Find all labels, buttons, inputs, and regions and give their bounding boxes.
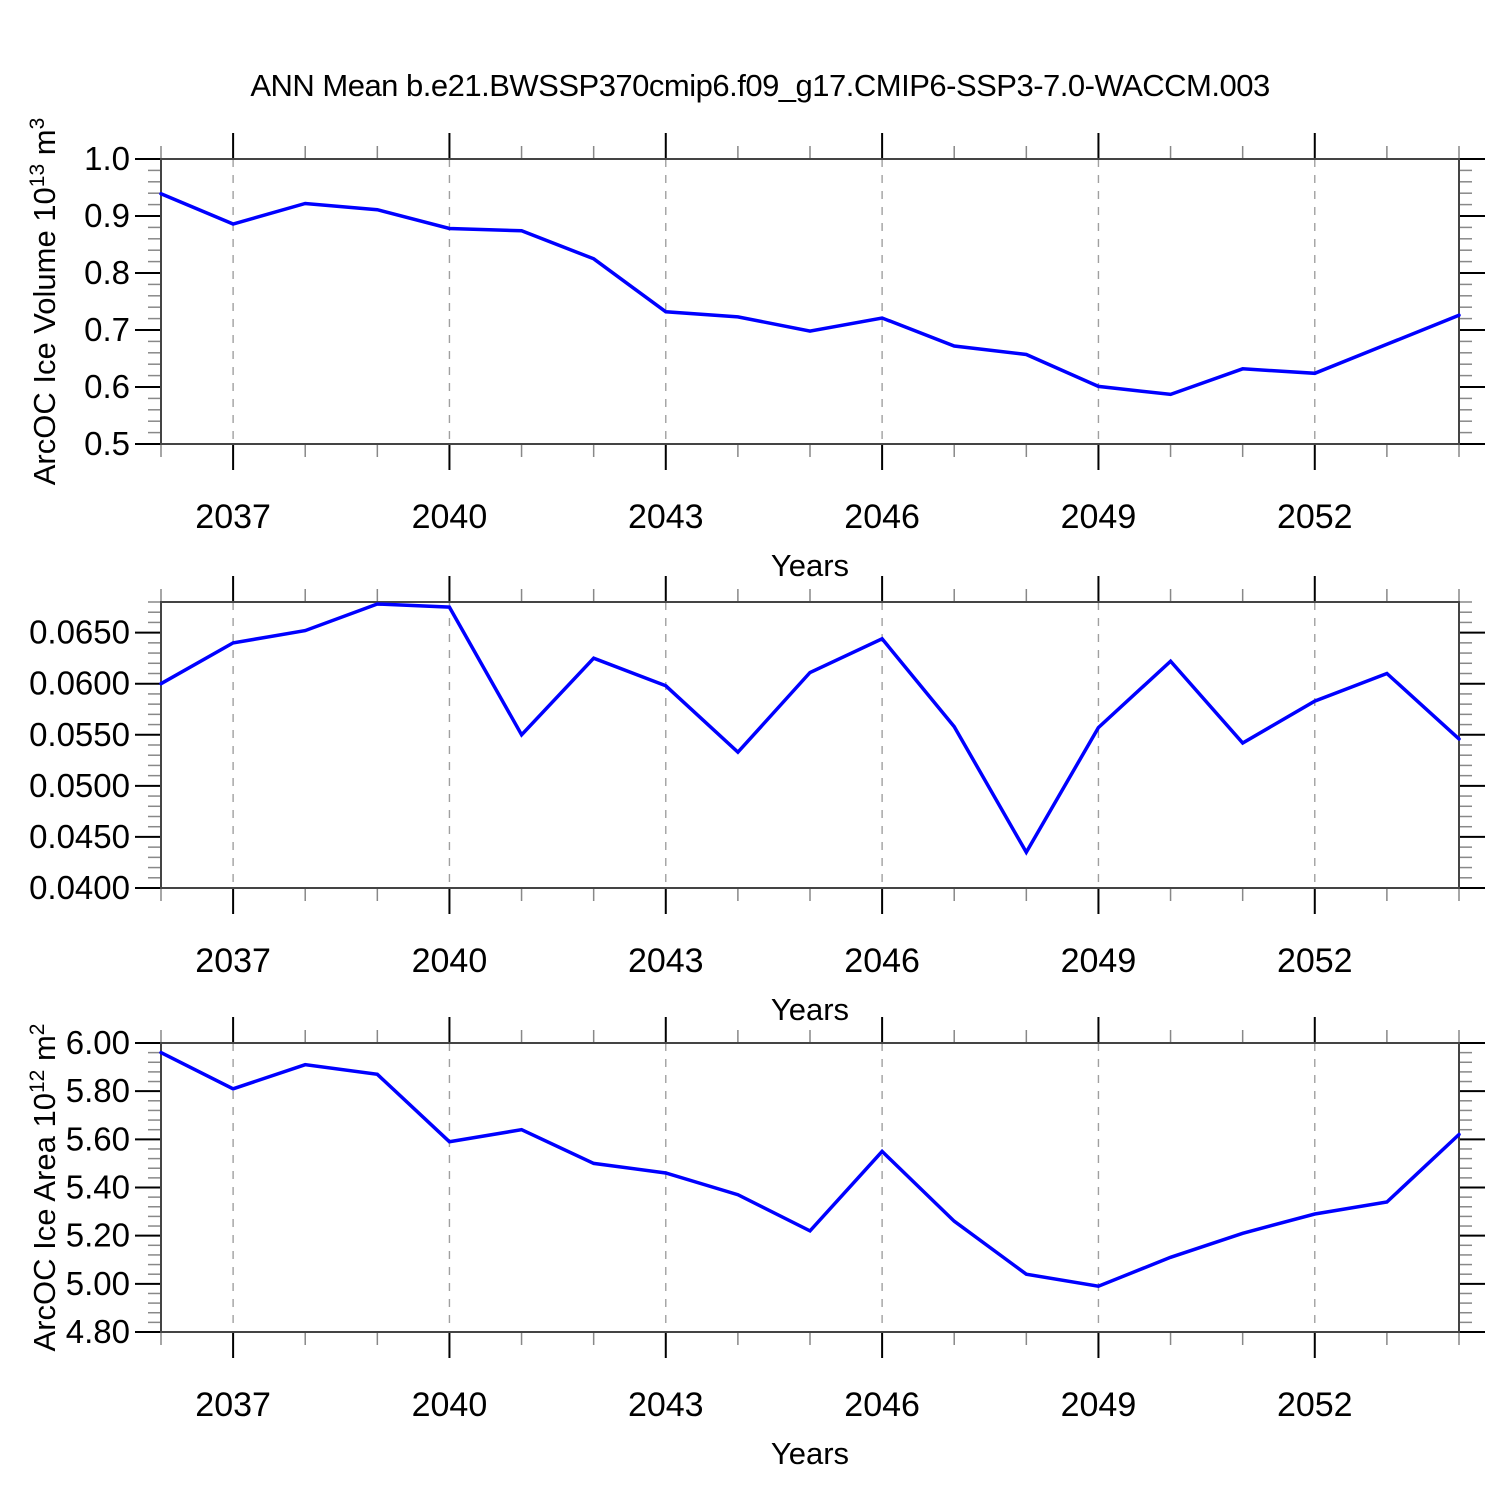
- data-line: [159, 602, 1461, 856]
- y-tick-label: 0.0400: [29, 869, 130, 906]
- x-axis-label: Years: [771, 992, 849, 1027]
- x-tick-label: 2049: [1061, 1386, 1137, 1424]
- x-tick-label: 2040: [412, 498, 488, 536]
- y-axis-label: ArcOC Ice Volume 1013 m3: [26, 118, 62, 486]
- x-tick-label: 2049: [1061, 942, 1137, 980]
- x-axis-label: Years: [771, 1436, 849, 1471]
- y-tick-label: 0.9: [84, 197, 130, 234]
- y-tick-label: 0.6: [84, 368, 130, 405]
- y-tick-label: 5.60: [66, 1120, 130, 1157]
- y-tick-label: 0.0650: [29, 614, 130, 651]
- x-tick-label: 2037: [195, 498, 271, 536]
- plot-border: [160, 1042, 1460, 1333]
- y-tick-label: 0.0450: [29, 818, 130, 855]
- plot-border: [160, 601, 1460, 889]
- y-tick-label: 6.00: [66, 1024, 130, 1061]
- x-tick-label: 2052: [1277, 1386, 1353, 1424]
- x-tick-label: 2043: [628, 1386, 704, 1424]
- x-tick-label: 2046: [844, 1386, 920, 1424]
- y-tick-label: 5.20: [66, 1217, 130, 1254]
- data-line: [159, 192, 1461, 397]
- plot-border: [160, 158, 1460, 445]
- x-tick-label: 2046: [844, 498, 920, 536]
- x-tick-label: 2037: [195, 1386, 271, 1424]
- y-tick-label: 0.0550: [29, 716, 130, 753]
- figure-title: ANN Mean b.e21.BWSSP370cmip6.f09_g17.CMI…: [250, 68, 1270, 103]
- x-tick-label: 2046: [844, 942, 920, 980]
- x-tick-label: 2037: [195, 942, 271, 980]
- x-axis-label: Years: [771, 548, 849, 583]
- x-tick-label: 2043: [628, 942, 704, 980]
- y-tick-label: 5.00: [66, 1265, 130, 1302]
- y-tick-label: 0.7: [84, 311, 130, 348]
- y-tick-label: 0.5: [84, 425, 130, 462]
- data-line: [159, 1050, 1461, 1289]
- y-tick-label: 5.80: [66, 1072, 130, 1109]
- x-tick-label: 2040: [412, 1386, 488, 1424]
- y-tick-label: 4.80: [66, 1313, 130, 1350]
- x-tick-label: 2052: [1277, 942, 1353, 980]
- y-tick-label: 5.40: [66, 1169, 130, 1206]
- y-tick-label: 0.0600: [29, 665, 130, 702]
- x-tick-label: 2049: [1061, 498, 1137, 536]
- y-tick-label: 1.0: [84, 140, 130, 177]
- chart-arcoc-ice-area: 4.80 5.00 5.20 5.40 5.60 5.80 6.00 2037 2040 2043…: [26, 1017, 1485, 1471]
- chart-arcoc-ice-volume-area-ratio: 0.0400 0.0450 0.0500 0.0550 0.0600 0.0650 2037…: [29, 576, 1485, 1027]
- x-tick-label: 2052: [1277, 498, 1353, 536]
- chart-arcoc-ice-volume: 0.5 0.6 0.7 0.8 0.9 1.0 2037 2040 2043 2046 2049 20…: [26, 118, 1485, 583]
- x-tick-label: 2040: [412, 942, 488, 980]
- y-tick-label: 0.8: [84, 254, 130, 291]
- y-axis-label: ArcOC Ice Area 1012 m2: [26, 1024, 62, 1352]
- x-tick-label: 2043: [628, 498, 704, 536]
- y-tick-label: 0.0500: [29, 767, 130, 804]
